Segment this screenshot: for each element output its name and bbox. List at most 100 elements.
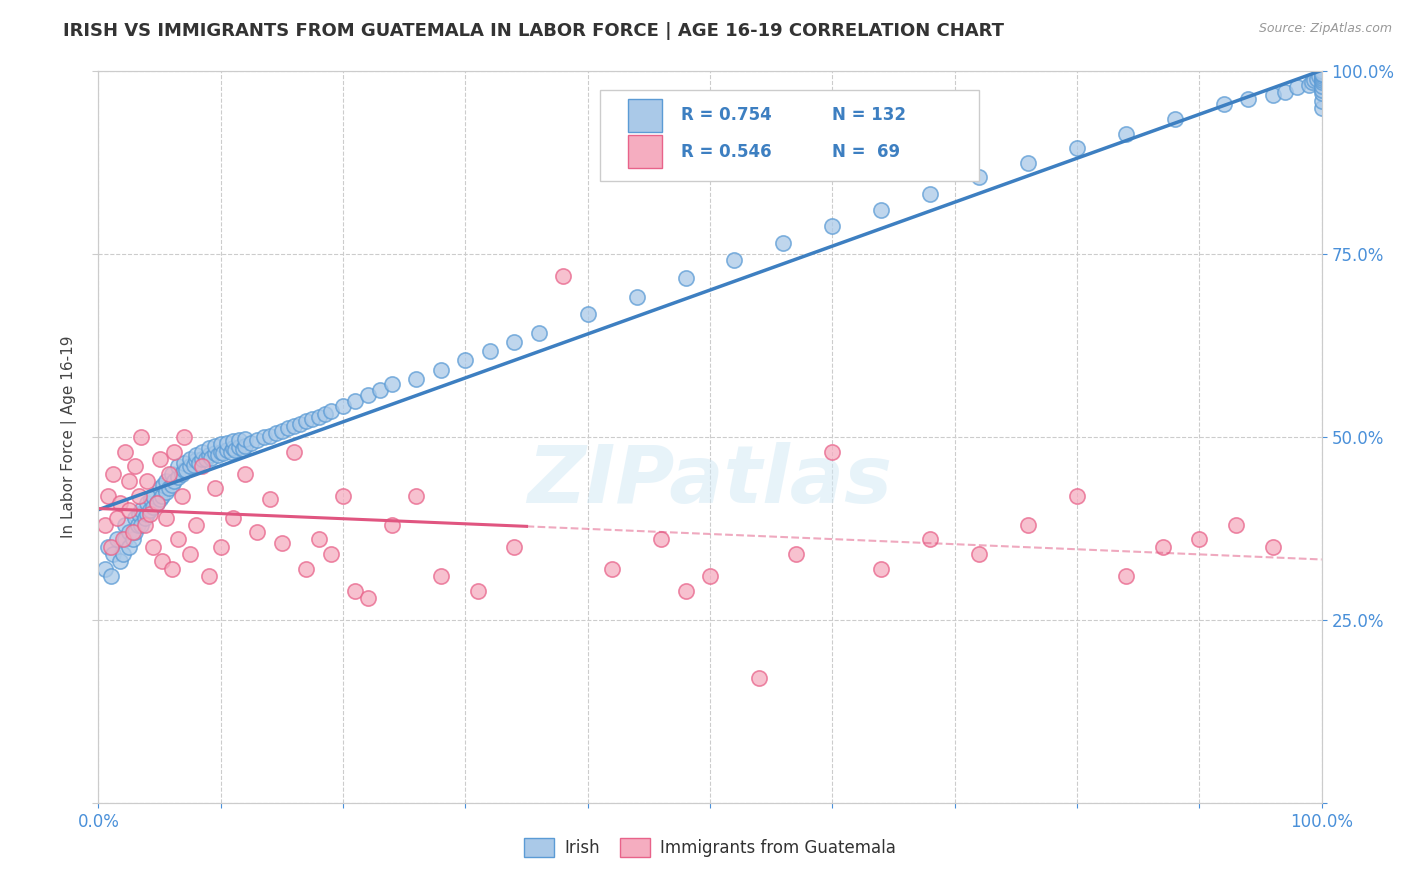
Point	[1066, 489, 1088, 503]
Point	[118, 540, 141, 554]
Point	[576, 307, 599, 321]
Point	[93, 517, 115, 532]
Point	[160, 562, 183, 576]
Point	[191, 452, 214, 467]
Text: N =  69: N = 69	[832, 143, 900, 161]
Point	[128, 507, 150, 521]
Point	[723, 253, 745, 268]
Point	[204, 481, 226, 495]
Point	[204, 446, 226, 460]
Point	[553, 269, 575, 284]
Point	[748, 672, 770, 686]
Point	[1115, 569, 1137, 583]
Point	[283, 444, 305, 458]
Point	[101, 467, 124, 481]
Point	[626, 290, 648, 304]
Point	[124, 525, 146, 540]
Point	[381, 517, 404, 532]
Point	[246, 433, 269, 447]
Point	[332, 489, 354, 503]
Point	[191, 459, 214, 474]
Point	[179, 452, 201, 467]
Point	[97, 489, 120, 503]
Point	[204, 439, 226, 453]
Point	[1310, 66, 1333, 80]
Point	[176, 463, 198, 477]
Point	[1237, 92, 1260, 106]
Point	[772, 236, 794, 251]
Point	[167, 459, 190, 474]
Point	[222, 441, 245, 455]
Point	[118, 474, 141, 488]
Point	[870, 203, 893, 218]
Point	[600, 562, 623, 576]
Point	[186, 453, 208, 467]
Point	[173, 463, 195, 477]
Point	[308, 409, 330, 424]
Point	[127, 517, 149, 532]
Point	[430, 569, 453, 583]
Point	[173, 430, 195, 444]
Point	[139, 492, 162, 507]
Point	[1298, 78, 1320, 92]
Point	[1115, 127, 1137, 141]
Point	[301, 412, 323, 426]
Point	[139, 503, 162, 517]
Point	[344, 583, 367, 598]
Text: Source: ZipAtlas.com: Source: ZipAtlas.com	[1258, 22, 1392, 36]
Point	[1310, 83, 1333, 97]
Point	[1286, 80, 1309, 95]
Point	[149, 481, 172, 495]
Point	[503, 540, 526, 554]
Point	[129, 430, 152, 444]
Point	[356, 387, 378, 401]
Point	[170, 467, 193, 481]
Point	[821, 444, 844, 458]
Point	[1308, 70, 1330, 84]
Point	[1303, 73, 1326, 87]
Point	[136, 474, 159, 488]
Point	[967, 170, 990, 185]
Point	[124, 510, 146, 524]
Point	[142, 500, 165, 514]
Point	[129, 503, 152, 517]
Point	[277, 421, 299, 435]
Point	[149, 492, 172, 507]
Point	[232, 442, 254, 456]
Point	[1310, 64, 1333, 78]
Point	[295, 414, 318, 428]
Point	[405, 489, 427, 503]
Point	[215, 436, 238, 450]
Point	[290, 417, 312, 431]
Point	[1225, 517, 1247, 532]
Point	[134, 517, 156, 532]
Point	[283, 419, 305, 434]
Point	[100, 540, 122, 554]
Legend: Irish, Immigrants from Guatemala: Irish, Immigrants from Guatemala	[517, 831, 903, 864]
Text: IRISH VS IMMIGRANTS FROM GUATEMALA IN LABOR FORCE | AGE 16-19 CORRELATION CHART: IRISH VS IMMIGRANTS FROM GUATEMALA IN LA…	[63, 22, 1004, 40]
Point	[209, 444, 232, 458]
Point	[264, 426, 287, 441]
Point	[1310, 78, 1333, 93]
Point	[157, 467, 180, 481]
Point	[368, 383, 391, 397]
Point	[155, 510, 177, 524]
Point	[1066, 141, 1088, 155]
Point	[197, 569, 219, 583]
Point	[139, 507, 162, 521]
Point	[173, 456, 195, 470]
Point	[1310, 67, 1333, 81]
Point	[1310, 75, 1333, 89]
Point	[183, 458, 205, 472]
Point	[1261, 87, 1284, 102]
Point	[129, 517, 152, 532]
Point	[200, 450, 222, 465]
Point	[270, 536, 294, 550]
Point	[105, 510, 128, 524]
Point	[1188, 533, 1211, 547]
Point	[1274, 85, 1296, 99]
Point	[270, 424, 294, 438]
Point	[699, 569, 721, 583]
Point	[155, 474, 177, 488]
Point	[110, 496, 132, 510]
